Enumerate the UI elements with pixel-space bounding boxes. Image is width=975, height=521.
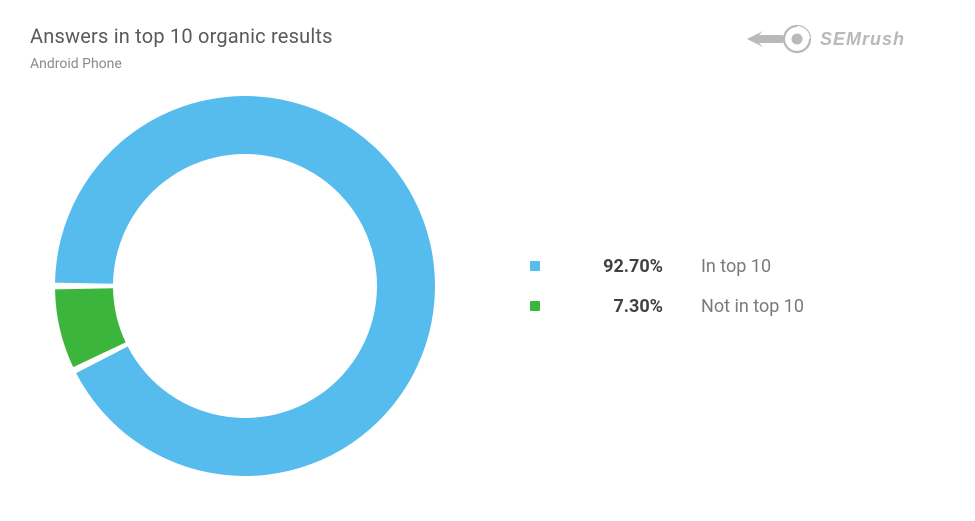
legend-percent: 92.70%	[568, 256, 663, 277]
legend-percent: 7.30%	[568, 296, 663, 317]
legend-swatch	[530, 261, 540, 271]
page-title: Answers in top 10 organic results	[30, 24, 333, 48]
brand-logo: SEMrush	[745, 24, 945, 54]
title-block: Answers in top 10 organic results Androi…	[30, 24, 333, 72]
legend-label: In top 10	[701, 256, 771, 277]
donut-slice-in_top_10	[55, 96, 435, 476]
donut-chart	[30, 96, 460, 476]
legend-row-not_in_top_10: 7.30% Not in top 10	[530, 286, 804, 326]
legend-swatch	[530, 301, 540, 311]
legend-label: Not in top 10	[701, 296, 804, 317]
content: 92.70% In top 10 7.30% Not in top 10	[30, 96, 945, 476]
legend-row-in_top_10: 92.70% In top 10	[530, 246, 804, 286]
legend: 92.70% In top 10 7.30% Not in top 10	[530, 246, 804, 326]
semrush-logo-icon: SEMrush	[745, 24, 945, 54]
page-subtitle: Android Phone	[30, 56, 333, 72]
donut-svg	[55, 96, 435, 476]
page: Answers in top 10 organic results Androi…	[0, 0, 975, 521]
header: Answers in top 10 organic results Androi…	[30, 24, 945, 72]
svg-text:SEMrush: SEMrush	[820, 29, 905, 49]
